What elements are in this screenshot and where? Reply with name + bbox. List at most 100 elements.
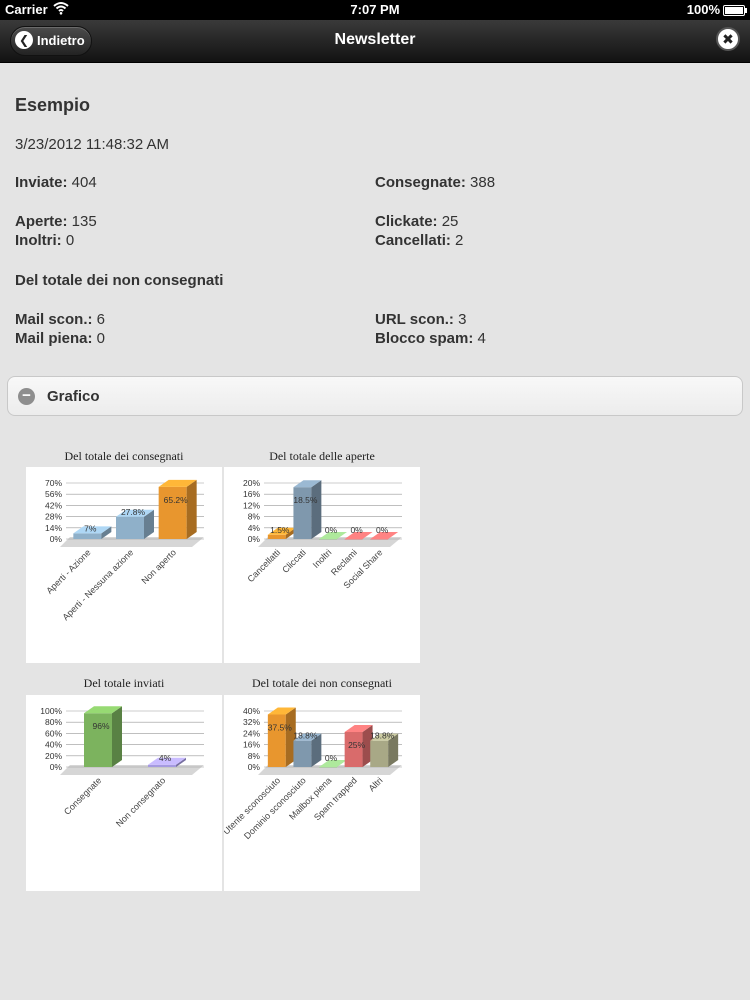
chart-aperte: 0% 4% 8% 12% 16% 20% 1.5% Cancellatti 18.5% Clicc… xyxy=(224,467,420,663)
y-tick-label: 0% xyxy=(248,534,261,544)
y-tick-label: 0% xyxy=(248,762,261,772)
y-tick-label: 100% xyxy=(40,706,62,716)
value-label-non-consegnato: 4% xyxy=(159,753,172,763)
back-button[interactable]: ❮ Indietro xyxy=(10,26,92,56)
y-tick-label: 8% xyxy=(248,512,261,522)
stat-mail-piena: Mail piena: 0 xyxy=(15,330,106,347)
back-arrow-icon: ❮ xyxy=(15,31,33,49)
bar-social-share xyxy=(370,532,399,540)
chart-floor xyxy=(258,537,402,547)
chart-section-label: Grafico xyxy=(47,388,100,405)
battery-icon xyxy=(723,5,747,16)
chart-title-non-consegnati: Del totale dei non consegnati xyxy=(252,676,392,690)
close-icon: ✖ xyxy=(722,31,734,47)
bar-chart-svg: 0%4%8%12%16%20%1.5%Cancellatti18.5%Clicc… xyxy=(243,478,402,590)
chart-title-inviati: Del totale inviati xyxy=(83,676,165,690)
y-tick-label: 42% xyxy=(45,500,62,510)
bar-reclami xyxy=(344,532,373,540)
stat-blocco-spam: Blocco spam: 4 xyxy=(375,330,486,347)
y-tick-label: 14% xyxy=(45,523,62,533)
stat-clickate: Clickate: 25 xyxy=(375,213,459,230)
value-label-aperti-azione: 7% xyxy=(84,523,97,533)
back-button-label: Indietro xyxy=(37,33,85,48)
y-tick-label: 20% xyxy=(45,751,62,761)
y-tick-label: 32% xyxy=(243,717,260,727)
value-label-non-aperto: 65.2% xyxy=(164,495,189,505)
chart-floor xyxy=(60,537,204,547)
chart-inviati: 0% 20% 40% 60% 80% 100% 96% Consegnate 4% Non con… xyxy=(26,695,222,891)
y-tick-label: 8% xyxy=(248,751,261,761)
chart-consegnati: 0% 14% 28% 42% 56% 70% 7% Aperti - Azione 27.8% A… xyxy=(26,467,222,663)
bar-aperti-azione xyxy=(73,526,112,539)
bar-dominio-sconosciuto xyxy=(293,733,322,767)
close-button[interactable]: ✖ xyxy=(716,27,740,51)
y-tick-label: 56% xyxy=(45,489,62,499)
y-tick-label: 40% xyxy=(243,706,260,716)
value-label-dominio-sconosciuto: 18.8% xyxy=(293,731,318,741)
chart-floor xyxy=(258,765,402,775)
wifi-icon xyxy=(53,1,69,18)
category-label-aperti-nessuna-azione: Aperti - Nessuna azione xyxy=(60,547,135,622)
y-tick-label: 0% xyxy=(50,762,63,772)
y-tick-label: 4% xyxy=(248,523,261,533)
category-label-non-consegnato: Non consegnato xyxy=(114,775,167,828)
y-tick-label: 60% xyxy=(45,728,62,738)
value-label-cliccati: 18.5% xyxy=(293,495,318,505)
value-label-social-share: 0% xyxy=(376,525,389,535)
stat-aperte: Aperte: 135 xyxy=(15,213,97,230)
value-label-aperti-nessuna-azione: 27.8% xyxy=(121,507,146,517)
chart-floor xyxy=(60,765,204,775)
y-tick-label: 16% xyxy=(243,489,260,499)
category-label-consegnate: Consegnate xyxy=(62,775,103,816)
bar-aperti-nessuna-azione xyxy=(116,509,154,539)
stat-mail-scon: Mail scon.: 6 xyxy=(15,311,106,328)
category-label-aperti-azione: Aperti - Azione xyxy=(44,547,92,595)
bar-cancellatti xyxy=(267,527,296,539)
bar-chart-svg: 0%20%40% 60%80%100% 96% Consegnate 4% Non con… xyxy=(40,706,204,829)
stat-inviate: Inviate: 404 xyxy=(15,174,97,191)
category-label-cancellatti: Cancellatti xyxy=(245,547,282,584)
battery-percentage: 100% xyxy=(686,2,720,17)
status-bar: Carrier 7:07 PM 100% xyxy=(0,0,750,20)
bar-chart-svg: 0%8%16%24%32%40%37.5%Utente sconosciuto1… xyxy=(221,706,402,841)
newsletter-date: 3/23/2012 11:48:32 AM xyxy=(15,136,170,153)
y-tick-label: 20% xyxy=(243,478,260,488)
bar-altri xyxy=(370,733,399,767)
value-label-utente-sconosciuto: 37.5% xyxy=(268,723,293,733)
category-label-altri: Altri xyxy=(367,775,385,793)
chart-section-toggle[interactable]: − Grafico xyxy=(7,376,743,416)
value-label-consegnate: 96% xyxy=(92,721,109,731)
chart-title-consegnati: Del totale dei consegnati xyxy=(64,449,184,463)
y-tick-label: 12% xyxy=(243,500,260,510)
chart-title-aperte: Del totale delle aperte xyxy=(269,449,375,463)
y-tick-label: 28% xyxy=(45,512,62,522)
bar-non-aperto xyxy=(158,479,197,539)
bar-non-consegnato xyxy=(148,757,186,767)
page-title: Newsletter xyxy=(334,31,416,48)
carrier-name: Carrier xyxy=(5,2,48,17)
category-label-inoltri: Inoltri xyxy=(311,547,334,570)
bar-cliccati xyxy=(293,480,322,539)
undelivered-subheading: Del totale dei non consegnati xyxy=(15,272,224,289)
collapse-icon: − xyxy=(18,388,35,405)
y-tick-label: 24% xyxy=(243,728,260,738)
stat-cancellati: Cancellati: 2 xyxy=(375,232,464,249)
value-label-cancellatti: 1.5% xyxy=(270,525,290,535)
bar-consegnate xyxy=(84,706,122,767)
value-label-spam-trapped: 25% xyxy=(348,740,365,750)
category-label-cliccati: Cliccati xyxy=(280,547,308,575)
y-tick-label: 40% xyxy=(45,740,62,750)
value-label-inoltri: 0% xyxy=(325,525,338,535)
bar-spam-trapped xyxy=(344,725,373,767)
category-label-non-aperto: Non aperto xyxy=(140,547,179,586)
chart-non-consegnati: 0% 8% 16% 24% 32% 40% 37.5% Utente sconosciuto 1… xyxy=(221,695,420,891)
newsletter-name: Esempio xyxy=(15,95,91,115)
stat-url-scon: URL scon.: 3 xyxy=(375,311,467,328)
stat-consegnate: Consegnate: 388 xyxy=(375,174,496,191)
y-tick-label: 16% xyxy=(243,740,260,750)
status-time: 7:07 PM xyxy=(350,2,400,17)
stat-inoltri: Inoltri: 0 xyxy=(15,232,75,249)
bar-mailbox-piena xyxy=(319,760,347,768)
bar-utente-sconosciuto xyxy=(267,707,296,767)
value-label-altri: 18.8% xyxy=(370,731,395,741)
